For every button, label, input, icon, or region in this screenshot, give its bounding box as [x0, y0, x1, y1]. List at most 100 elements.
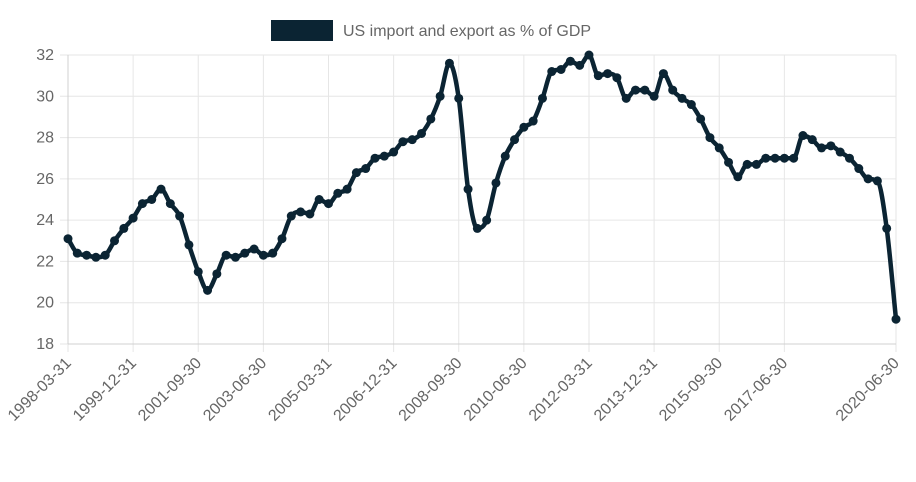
data-point[interactable]: [751, 159, 761, 169]
data-point[interactable]: [100, 250, 110, 260]
data-point[interactable]: [770, 153, 780, 163]
data-point[interactable]: [389, 147, 399, 157]
data-point[interactable]: [119, 223, 129, 233]
data-point[interactable]: [193, 267, 203, 277]
data-point[interactable]: [128, 213, 138, 223]
data-point[interactable]: [593, 71, 603, 81]
data-point[interactable]: [110, 236, 120, 246]
data-point[interactable]: [203, 285, 213, 295]
x-tick-label: 1998-03-31: [5, 355, 75, 425]
data-point[interactable]: [761, 153, 771, 163]
data-point[interactable]: [277, 234, 287, 244]
data-point[interactable]: [603, 69, 613, 79]
data-point[interactable]: [556, 64, 566, 74]
data-point[interactable]: [835, 147, 845, 157]
data-point[interactable]: [863, 174, 873, 184]
data-point[interactable]: [491, 178, 501, 188]
data-point[interactable]: [789, 153, 799, 163]
data-point[interactable]: [435, 91, 445, 101]
data-point[interactable]: [184, 240, 194, 250]
data-point[interactable]: [426, 114, 436, 124]
data-point[interactable]: [137, 199, 147, 209]
data-point[interactable]: [463, 184, 473, 194]
data-point[interactable]: [417, 128, 427, 138]
y-tick-label: 28: [36, 130, 54, 147]
data-point[interactable]: [212, 269, 222, 279]
data-point[interactable]: [817, 143, 827, 153]
data-point[interactable]: [147, 195, 157, 204]
data-point[interactable]: [658, 69, 668, 79]
data-point[interactable]: [807, 135, 817, 145]
legend[interactable]: US import and export as % of GDP: [271, 20, 591, 41]
data-point[interactable]: [286, 211, 296, 221]
data-point[interactable]: [872, 176, 882, 186]
data-point[interactable]: [258, 250, 268, 260]
data-point[interactable]: [519, 122, 529, 132]
data-point[interactable]: [305, 209, 315, 219]
data-point[interactable]: [798, 131, 808, 141]
data-point[interactable]: [63, 234, 73, 244]
data-point[interactable]: [779, 153, 789, 163]
data-point[interactable]: [361, 164, 371, 174]
data-point[interactable]: [631, 85, 641, 95]
data-point[interactable]: [156, 184, 166, 194]
data-point[interactable]: [612, 73, 622, 83]
data-point[interactable]: [714, 143, 724, 153]
data-point[interactable]: [686, 100, 696, 110]
data-point[interactable]: [696, 114, 706, 124]
data-point[interactable]: [444, 58, 454, 68]
data-point[interactable]: [510, 135, 520, 145]
data-point[interactable]: [882, 223, 892, 233]
data-point[interactable]: [82, 250, 92, 260]
data-point[interactable]: [547, 67, 557, 77]
data-point[interactable]: [370, 153, 380, 163]
data-point[interactable]: [454, 93, 464, 103]
data-point[interactable]: [528, 116, 538, 126]
data-point[interactable]: [249, 244, 259, 254]
data-point[interactable]: [668, 85, 678, 95]
y-tick-label: 20: [36, 295, 54, 312]
data-point[interactable]: [891, 314, 901, 324]
data-point[interactable]: [407, 135, 417, 145]
data-point[interactable]: [342, 184, 352, 194]
data-point[interactable]: [854, 164, 864, 174]
data-point[interactable]: [482, 215, 492, 225]
data-point[interactable]: [230, 252, 240, 262]
data-point[interactable]: [398, 137, 408, 147]
data-point[interactable]: [826, 141, 836, 151]
data-point[interactable]: [379, 151, 389, 161]
data-point[interactable]: [584, 50, 594, 60]
data-point[interactable]: [91, 252, 101, 262]
data-point[interactable]: [705, 133, 715, 143]
data-point[interactable]: [240, 248, 250, 258]
data-point[interactable]: [472, 223, 482, 233]
data-point[interactable]: [621, 93, 631, 103]
data-point[interactable]: [314, 195, 324, 204]
data-point[interactable]: [351, 168, 361, 178]
data-point[interactable]: [575, 60, 585, 70]
data-point[interactable]: [296, 207, 306, 217]
data-point[interactable]: [537, 93, 547, 103]
data-point[interactable]: [844, 153, 854, 163]
data-point[interactable]: [649, 91, 659, 101]
data-point[interactable]: [724, 157, 734, 167]
data-point[interactable]: [742, 159, 752, 169]
y-axis: 18 20 22 24 26 28 30 32: [36, 47, 54, 353]
data-point[interactable]: [165, 199, 175, 209]
x-tick-label: 2017-06-30: [721, 355, 791, 425]
legend-label: US import and export as % of GDP: [343, 23, 591, 40]
data-point[interactable]: [221, 250, 231, 260]
data-point[interactable]: [72, 248, 82, 258]
data-point[interactable]: [500, 151, 510, 161]
data-point[interactable]: [333, 188, 343, 198]
data-point[interactable]: [733, 172, 743, 182]
data-point[interactable]: [677, 93, 687, 103]
data-point[interactable]: [268, 248, 278, 258]
data-point[interactable]: [175, 211, 185, 221]
data-point[interactable]: [323, 199, 333, 209]
data-point[interactable]: [565, 56, 575, 66]
data-point[interactable]: [640, 85, 650, 95]
y-tick-label: 32: [36, 47, 54, 64]
